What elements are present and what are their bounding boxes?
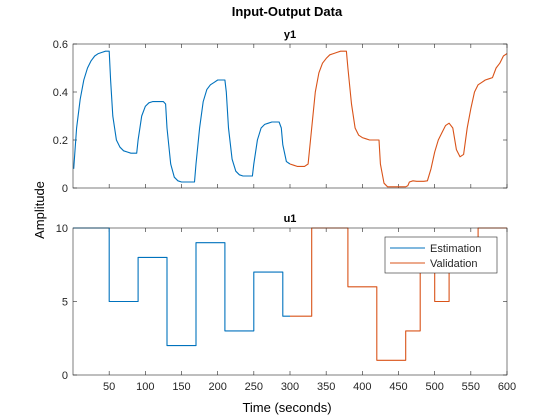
y1-series-group bbox=[73, 50, 508, 188]
y1-ytick-label: 0.2 bbox=[53, 135, 68, 147]
u1-ytick-label: 0 bbox=[62, 370, 68, 382]
u1-ytick-label: 10 bbox=[56, 223, 68, 235]
legend: Estimation Validation bbox=[384, 236, 498, 274]
xtick-label: 300 bbox=[281, 381, 299, 393]
xtick-label: 350 bbox=[317, 381, 335, 393]
y1-ytick-label: 0.4 bbox=[53, 87, 68, 99]
y1-ytick-label: 0.6 bbox=[53, 39, 68, 51]
xtick-label: 550 bbox=[462, 381, 480, 393]
xtick-label: 100 bbox=[136, 381, 154, 393]
x-axis-label: Time (seconds) bbox=[242, 400, 331, 415]
xtick-label: 150 bbox=[172, 381, 190, 393]
xtick-label: 500 bbox=[425, 381, 443, 393]
legend-label-estimation: Estimation bbox=[430, 243, 481, 255]
u1-axes: u1 0 5 10 50 100 150 200 250 300 350 400 450 500 550 6… bbox=[56, 213, 516, 393]
xtick-label: 200 bbox=[208, 381, 226, 393]
legend-label-validation: Validation bbox=[430, 258, 478, 270]
xtick-label: 250 bbox=[245, 381, 263, 393]
y1-series-estimation-line bbox=[73, 50, 291, 183]
y1-plot-area bbox=[73, 44, 507, 188]
y1-axes: y1 0 0.2 0.4 0.6 bbox=[53, 29, 508, 195]
y-axis-label: Amplitude bbox=[32, 181, 47, 239]
u1-ticks: 0 5 10 50 100 150 200 250 300 350 400 450 500 550 600 bbox=[56, 223, 516, 393]
figure-title: Input-Output Data bbox=[232, 4, 343, 19]
y1-subplot-title: y1 bbox=[284, 29, 296, 41]
y1-ytick-label: 0 bbox=[62, 183, 68, 195]
xtick-label: 450 bbox=[389, 381, 407, 393]
u1-ytick-label: 5 bbox=[62, 297, 68, 309]
u1-axes-box bbox=[72, 227, 508, 376]
xtick-label: 50 bbox=[103, 381, 115, 393]
y1-series-validation-line bbox=[289, 50, 508, 188]
xtick-label: 600 bbox=[498, 381, 516, 393]
legend-box bbox=[384, 236, 498, 274]
xtick-label: 400 bbox=[353, 381, 371, 393]
u1-series-estimation-line bbox=[73, 227, 290, 347]
u1-subplot-title: u1 bbox=[284, 213, 297, 225]
y1-axes-box bbox=[72, 43, 508, 189]
